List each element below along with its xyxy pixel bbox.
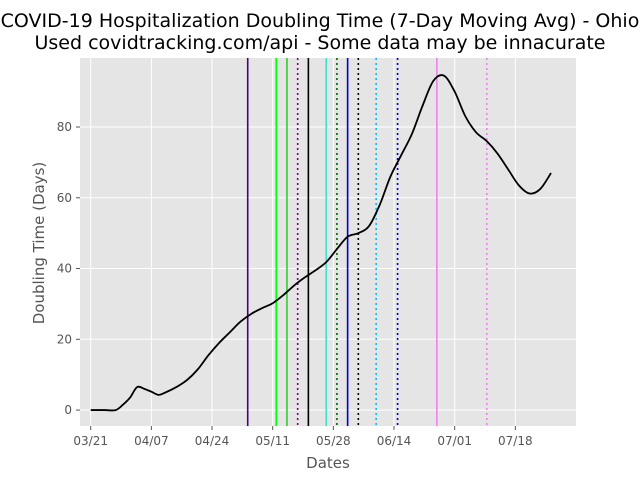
grid [80, 58, 576, 426]
doubling-time-line [90, 74, 552, 412]
x-tick-label: 06/14 [377, 434, 412, 448]
x-tick-label: 04/07 [134, 434, 169, 448]
annotation-lines [246, 58, 488, 426]
x-tick-label: 03/21 [73, 434, 108, 448]
y-tick-label: 60 [57, 191, 72, 205]
y-axis-label: Doubling Time (Days) [30, 162, 48, 325]
series-layer [90, 74, 552, 412]
x-tick-label: 07/18 [498, 434, 533, 448]
y-axis-ticks: 0 20 40 60 80 [57, 120, 80, 417]
plot-area [80, 58, 576, 426]
x-tick-label: 05/11 [255, 434, 290, 448]
y-tick-label: 80 [57, 120, 72, 134]
chart-title-line-1: COVID-19 Hospitalization Doubling Time (… [1, 10, 640, 32]
x-tick-label: 07/01 [437, 434, 472, 448]
x-tick-label: 04/24 [195, 434, 230, 448]
x-tick-label: 05/28 [316, 434, 351, 448]
chart-title-line-2: Used covidtracking.com/api - Some data m… [35, 32, 606, 54]
y-tick-label: 40 [57, 262, 72, 276]
x-axis-label: Dates [306, 454, 350, 472]
y-tick-label: 20 [57, 332, 72, 346]
y-tick-label: 0 [64, 403, 72, 417]
x-axis-ticks: 03/21 04/07 04/24 05/11 05/28 06/14 07/01 07/18 [73, 426, 533, 448]
